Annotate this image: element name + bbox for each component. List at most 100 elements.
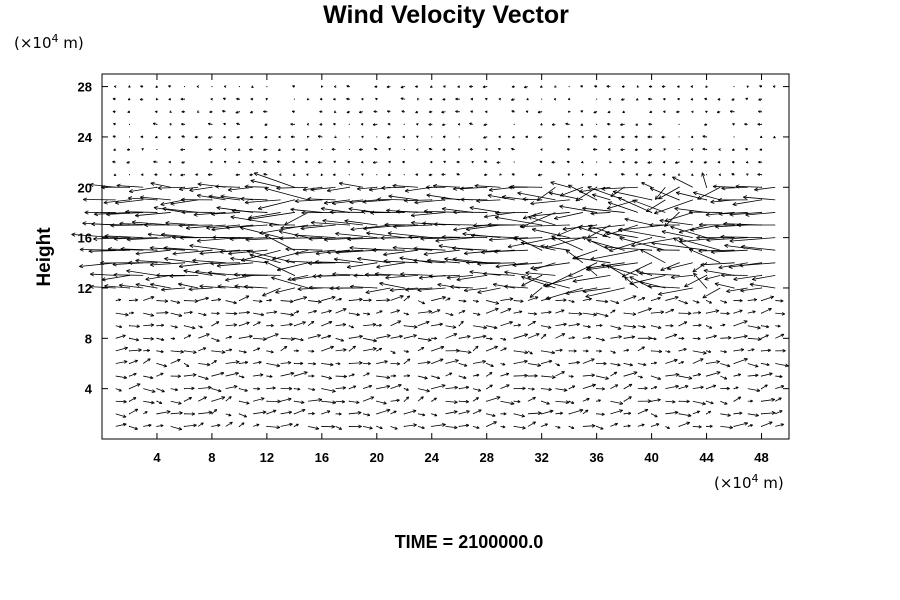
wind-vector xyxy=(729,237,776,243)
wind-vector xyxy=(457,122,461,126)
wind-vector xyxy=(188,287,212,292)
wind-vector xyxy=(431,322,443,327)
wind-vector xyxy=(349,411,362,415)
wind-vector xyxy=(240,249,281,262)
wind-vector xyxy=(319,123,322,126)
wind-vector xyxy=(745,212,776,217)
wind-vector xyxy=(198,410,213,415)
wind-vector xyxy=(184,325,196,330)
wind-vector xyxy=(530,262,570,270)
wind-vector xyxy=(733,373,742,377)
wind-vector xyxy=(572,274,611,283)
wind-vector xyxy=(346,97,350,101)
wind-vector xyxy=(651,361,657,365)
wind-vector xyxy=(374,147,377,151)
wind-vector xyxy=(665,426,670,429)
wind-vector xyxy=(500,412,507,416)
wind-vector xyxy=(732,199,762,207)
wind-vector xyxy=(733,386,739,390)
wind-vector xyxy=(623,383,633,390)
wind-vector xyxy=(596,375,609,380)
wind-vector xyxy=(609,237,652,252)
wind-vector xyxy=(775,397,782,402)
wind-vector xyxy=(272,249,309,261)
wind-vector xyxy=(290,122,295,126)
wind-vector xyxy=(775,363,789,368)
wind-vector xyxy=(134,212,171,218)
wind-vector xyxy=(198,333,210,339)
wind-vector xyxy=(181,122,185,126)
wind-vector xyxy=(775,333,785,339)
wind-vector xyxy=(609,160,612,164)
wind-vector xyxy=(637,408,649,415)
wind-vector xyxy=(198,312,207,317)
wind-vector xyxy=(252,321,261,327)
wind-vector xyxy=(487,222,528,227)
wind-vector xyxy=(696,235,735,240)
wind-vector xyxy=(417,287,446,293)
wind-vector xyxy=(294,310,300,314)
wind-vector xyxy=(233,272,281,277)
wind-vector xyxy=(376,375,391,380)
wind-vector xyxy=(189,243,226,251)
wind-vector xyxy=(404,388,409,391)
wind-vector xyxy=(620,123,625,126)
wind-vector xyxy=(197,396,207,402)
y-axis-title: Height xyxy=(34,227,55,287)
wind-vector xyxy=(470,97,474,101)
wind-vector xyxy=(195,269,226,276)
wind-vector xyxy=(184,412,196,416)
grid-dot xyxy=(238,86,240,88)
wind-vector xyxy=(140,85,144,88)
wind-vector xyxy=(155,135,158,139)
wind-vector xyxy=(131,220,171,226)
wind-vector xyxy=(692,410,701,415)
wind-vector xyxy=(211,396,226,402)
wind-vector xyxy=(428,173,432,177)
wind-vector xyxy=(239,422,245,427)
wind-vector xyxy=(169,110,172,113)
wind-vector xyxy=(143,296,155,301)
wind-vector xyxy=(500,297,514,301)
wind-vector xyxy=(759,148,763,151)
wind-vector xyxy=(180,173,185,177)
wind-vector xyxy=(679,399,690,404)
grid-dot xyxy=(348,136,350,138)
wind-vector xyxy=(675,191,707,201)
wind-vector xyxy=(500,337,507,341)
wind-vector xyxy=(170,426,183,431)
wind-vector xyxy=(88,249,130,254)
wind-vector xyxy=(472,312,481,316)
wind-vector xyxy=(250,110,254,114)
wind-vector xyxy=(733,396,742,402)
wind-vector xyxy=(170,312,183,318)
wind-vector xyxy=(374,85,377,88)
grid-dot xyxy=(733,86,735,88)
wind-vector xyxy=(210,160,213,164)
wind-vector xyxy=(115,298,122,302)
wind-vector xyxy=(456,274,487,282)
wind-vector xyxy=(180,148,185,152)
wind-vector xyxy=(690,85,694,88)
wind-vector xyxy=(356,186,377,191)
wind-vector xyxy=(372,160,377,164)
wind-vector xyxy=(539,160,543,164)
wind-vector xyxy=(569,349,577,353)
wind-vector xyxy=(550,181,570,188)
wind-vector xyxy=(678,385,689,390)
wind-vector xyxy=(253,172,295,188)
wind-vector xyxy=(333,122,336,126)
wind-vector xyxy=(747,363,759,368)
wind-vector xyxy=(565,287,597,296)
wind-vector xyxy=(651,349,663,354)
wind-vector xyxy=(706,360,720,364)
wind-vector xyxy=(624,312,637,316)
wind-vector xyxy=(262,287,281,297)
wind-vector xyxy=(666,262,693,271)
wind-vector xyxy=(416,135,419,139)
wind-vector xyxy=(610,186,625,198)
wind-vector xyxy=(225,413,232,417)
wind-vector xyxy=(445,348,460,353)
wind-vector xyxy=(731,148,735,151)
wind-vector xyxy=(472,299,479,303)
